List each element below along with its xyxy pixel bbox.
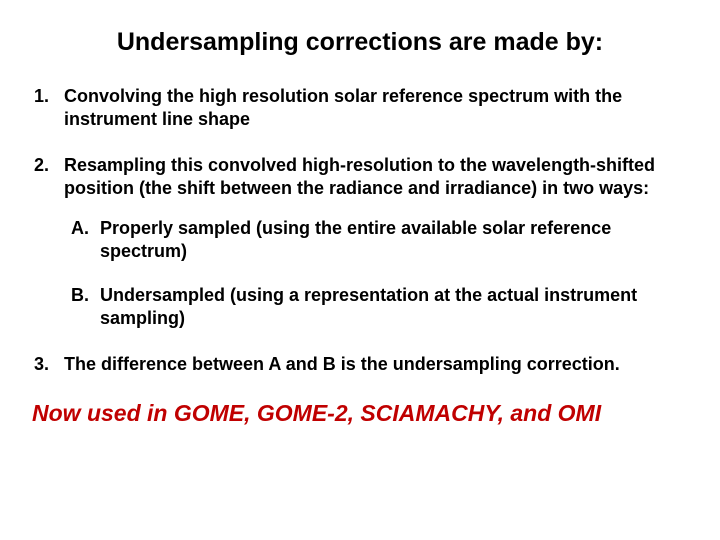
list-item: Undersampled (using a representation at …: [94, 284, 700, 329]
item-text: Properly sampled (using the entire avail…: [100, 218, 611, 261]
list-item: Resampling this convolved high-resolutio…: [54, 154, 700, 329]
list-item: The difference between A and B is the un…: [54, 353, 700, 376]
footer-note: Now used in GOME, GOME-2, SCIAMACHY, and…: [20, 400, 700, 427]
item-text: Resampling this convolved high-resolutio…: [64, 155, 655, 198]
slide: Undersampling corrections are made by: C…: [0, 0, 720, 540]
list-item: Properly sampled (using the entire avail…: [94, 217, 700, 262]
list-item: Convolving the high resolution solar ref…: [54, 85, 700, 130]
slide-title: Undersampling corrections are made by:: [20, 28, 700, 57]
lettered-sublist: Properly sampled (using the entire avail…: [64, 217, 700, 329]
numbered-list: Convolving the high resolution solar ref…: [20, 85, 700, 376]
item-text: Convolving the high resolution solar ref…: [64, 86, 622, 129]
item-text: The difference between A and B is the un…: [64, 354, 620, 374]
item-text: Undersampled (using a representation at …: [100, 285, 637, 328]
